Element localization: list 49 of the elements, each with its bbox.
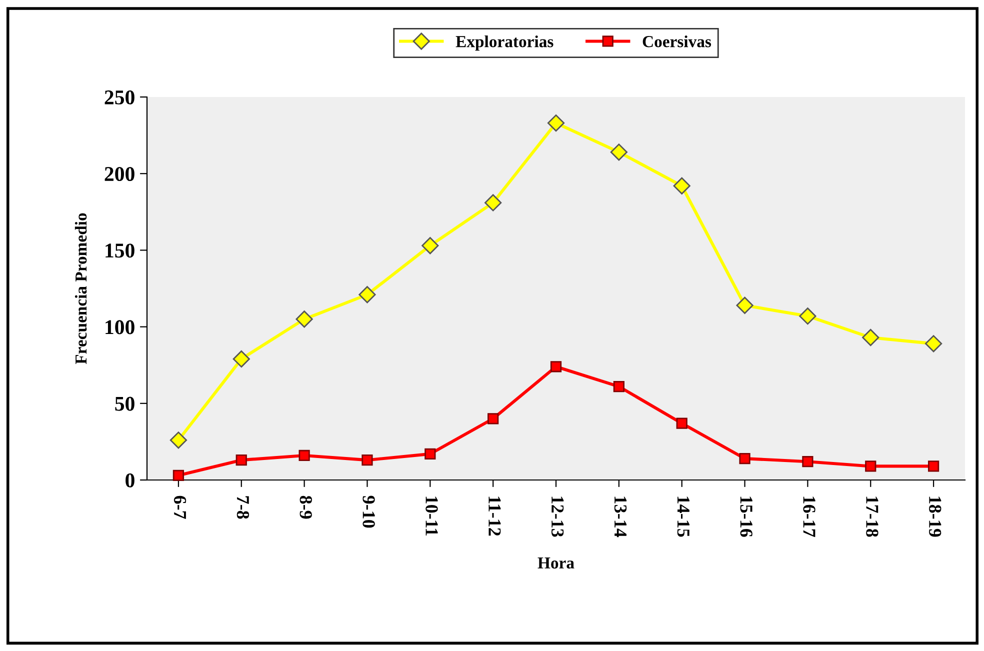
point: [739, 452, 750, 464]
point: [484, 194, 502, 212]
point: [358, 286, 376, 304]
x-tick-label: 14-15: [677, 496, 690, 537]
x-tick-label: 7-8: [236, 496, 250, 519]
legend-label: Coersivas: [642, 36, 712, 48]
legend-label: Exploratorias: [456, 36, 554, 51]
x-tick-label: 9-10: [362, 496, 375, 528]
x-tick-label: 13-14: [614, 496, 627, 538]
point: [799, 308, 816, 325]
point: [296, 310, 313, 328]
point: [610, 144, 628, 161]
point: [170, 432, 188, 449]
point: [232, 350, 250, 368]
point: [862, 328, 880, 346]
y-tick-label: 100: [106, 320, 134, 334]
x-tick-label: 15-16: [740, 496, 752, 537]
x-tick-label: 18-19: [929, 496, 942, 537]
x-tick-label: 11-12: [488, 496, 501, 536]
point: [547, 114, 565, 132]
y-tick-label: 200: [104, 166, 134, 182]
x-tick-label: 17-18: [866, 496, 878, 537]
y-tick-label: 150: [106, 244, 134, 258]
point: [613, 380, 624, 392]
point: [673, 177, 690, 194]
point: [924, 335, 942, 352]
point: [298, 450, 310, 462]
point: [865, 460, 876, 472]
x-tick-label: 16-17: [803, 496, 816, 537]
y-tick-label: 0: [126, 473, 134, 488]
point: [422, 237, 439, 254]
x-tick-label: 8-9: [300, 496, 312, 519]
y-tick-label: 50: [115, 396, 134, 411]
point: [236, 454, 247, 466]
point: [736, 296, 754, 314]
x-tick-label: 12-13: [551, 496, 564, 537]
y-tick-label: 250: [104, 90, 134, 104]
y-axis-title: Frecuencia Promedio: [74, 213, 87, 364]
point: [802, 456, 814, 468]
x-tick-label: 6-7: [174, 496, 186, 519]
point: [172, 470, 184, 481]
point: [488, 413, 499, 424]
x-axis-title: Hora: [538, 557, 574, 569]
point: [928, 460, 940, 472]
point: [550, 361, 562, 372]
x-tick-label: 10-11: [426, 496, 438, 536]
point: [424, 448, 436, 460]
point: [676, 418, 688, 429]
point: [362, 454, 373, 466]
